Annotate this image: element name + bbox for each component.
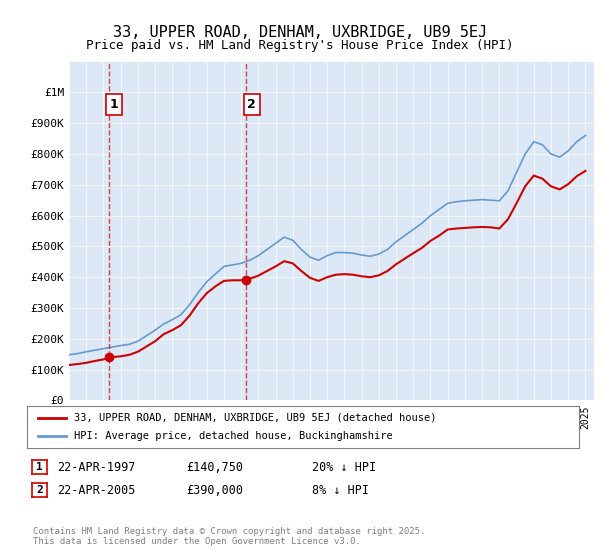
Text: 22-APR-2005: 22-APR-2005 [57,483,136,497]
Text: 1: 1 [110,98,118,111]
Text: 20% ↓ HPI: 20% ↓ HPI [312,461,376,474]
Text: 1: 1 [36,463,43,472]
Text: HPI: Average price, detached house, Buckinghamshire: HPI: Average price, detached house, Buck… [74,431,392,441]
Text: Price paid vs. HM Land Registry's House Price Index (HPI): Price paid vs. HM Land Registry's House … [86,39,514,52]
Text: £140,750: £140,750 [186,461,243,474]
Text: 2: 2 [247,98,256,111]
Text: 2: 2 [36,485,43,494]
Text: £390,000: £390,000 [186,483,243,497]
Text: 33, UPPER ROAD, DENHAM, UXBRIDGE, UB9 5EJ: 33, UPPER ROAD, DENHAM, UXBRIDGE, UB9 5E… [113,25,487,40]
Text: 8% ↓ HPI: 8% ↓ HPI [312,483,369,497]
Text: 33, UPPER ROAD, DENHAM, UXBRIDGE, UB9 5EJ (detached house): 33, UPPER ROAD, DENHAM, UXBRIDGE, UB9 5E… [74,413,436,423]
Text: Contains HM Land Registry data © Crown copyright and database right 2025.
This d: Contains HM Land Registry data © Crown c… [33,526,425,546]
Text: 22-APR-1997: 22-APR-1997 [57,461,136,474]
